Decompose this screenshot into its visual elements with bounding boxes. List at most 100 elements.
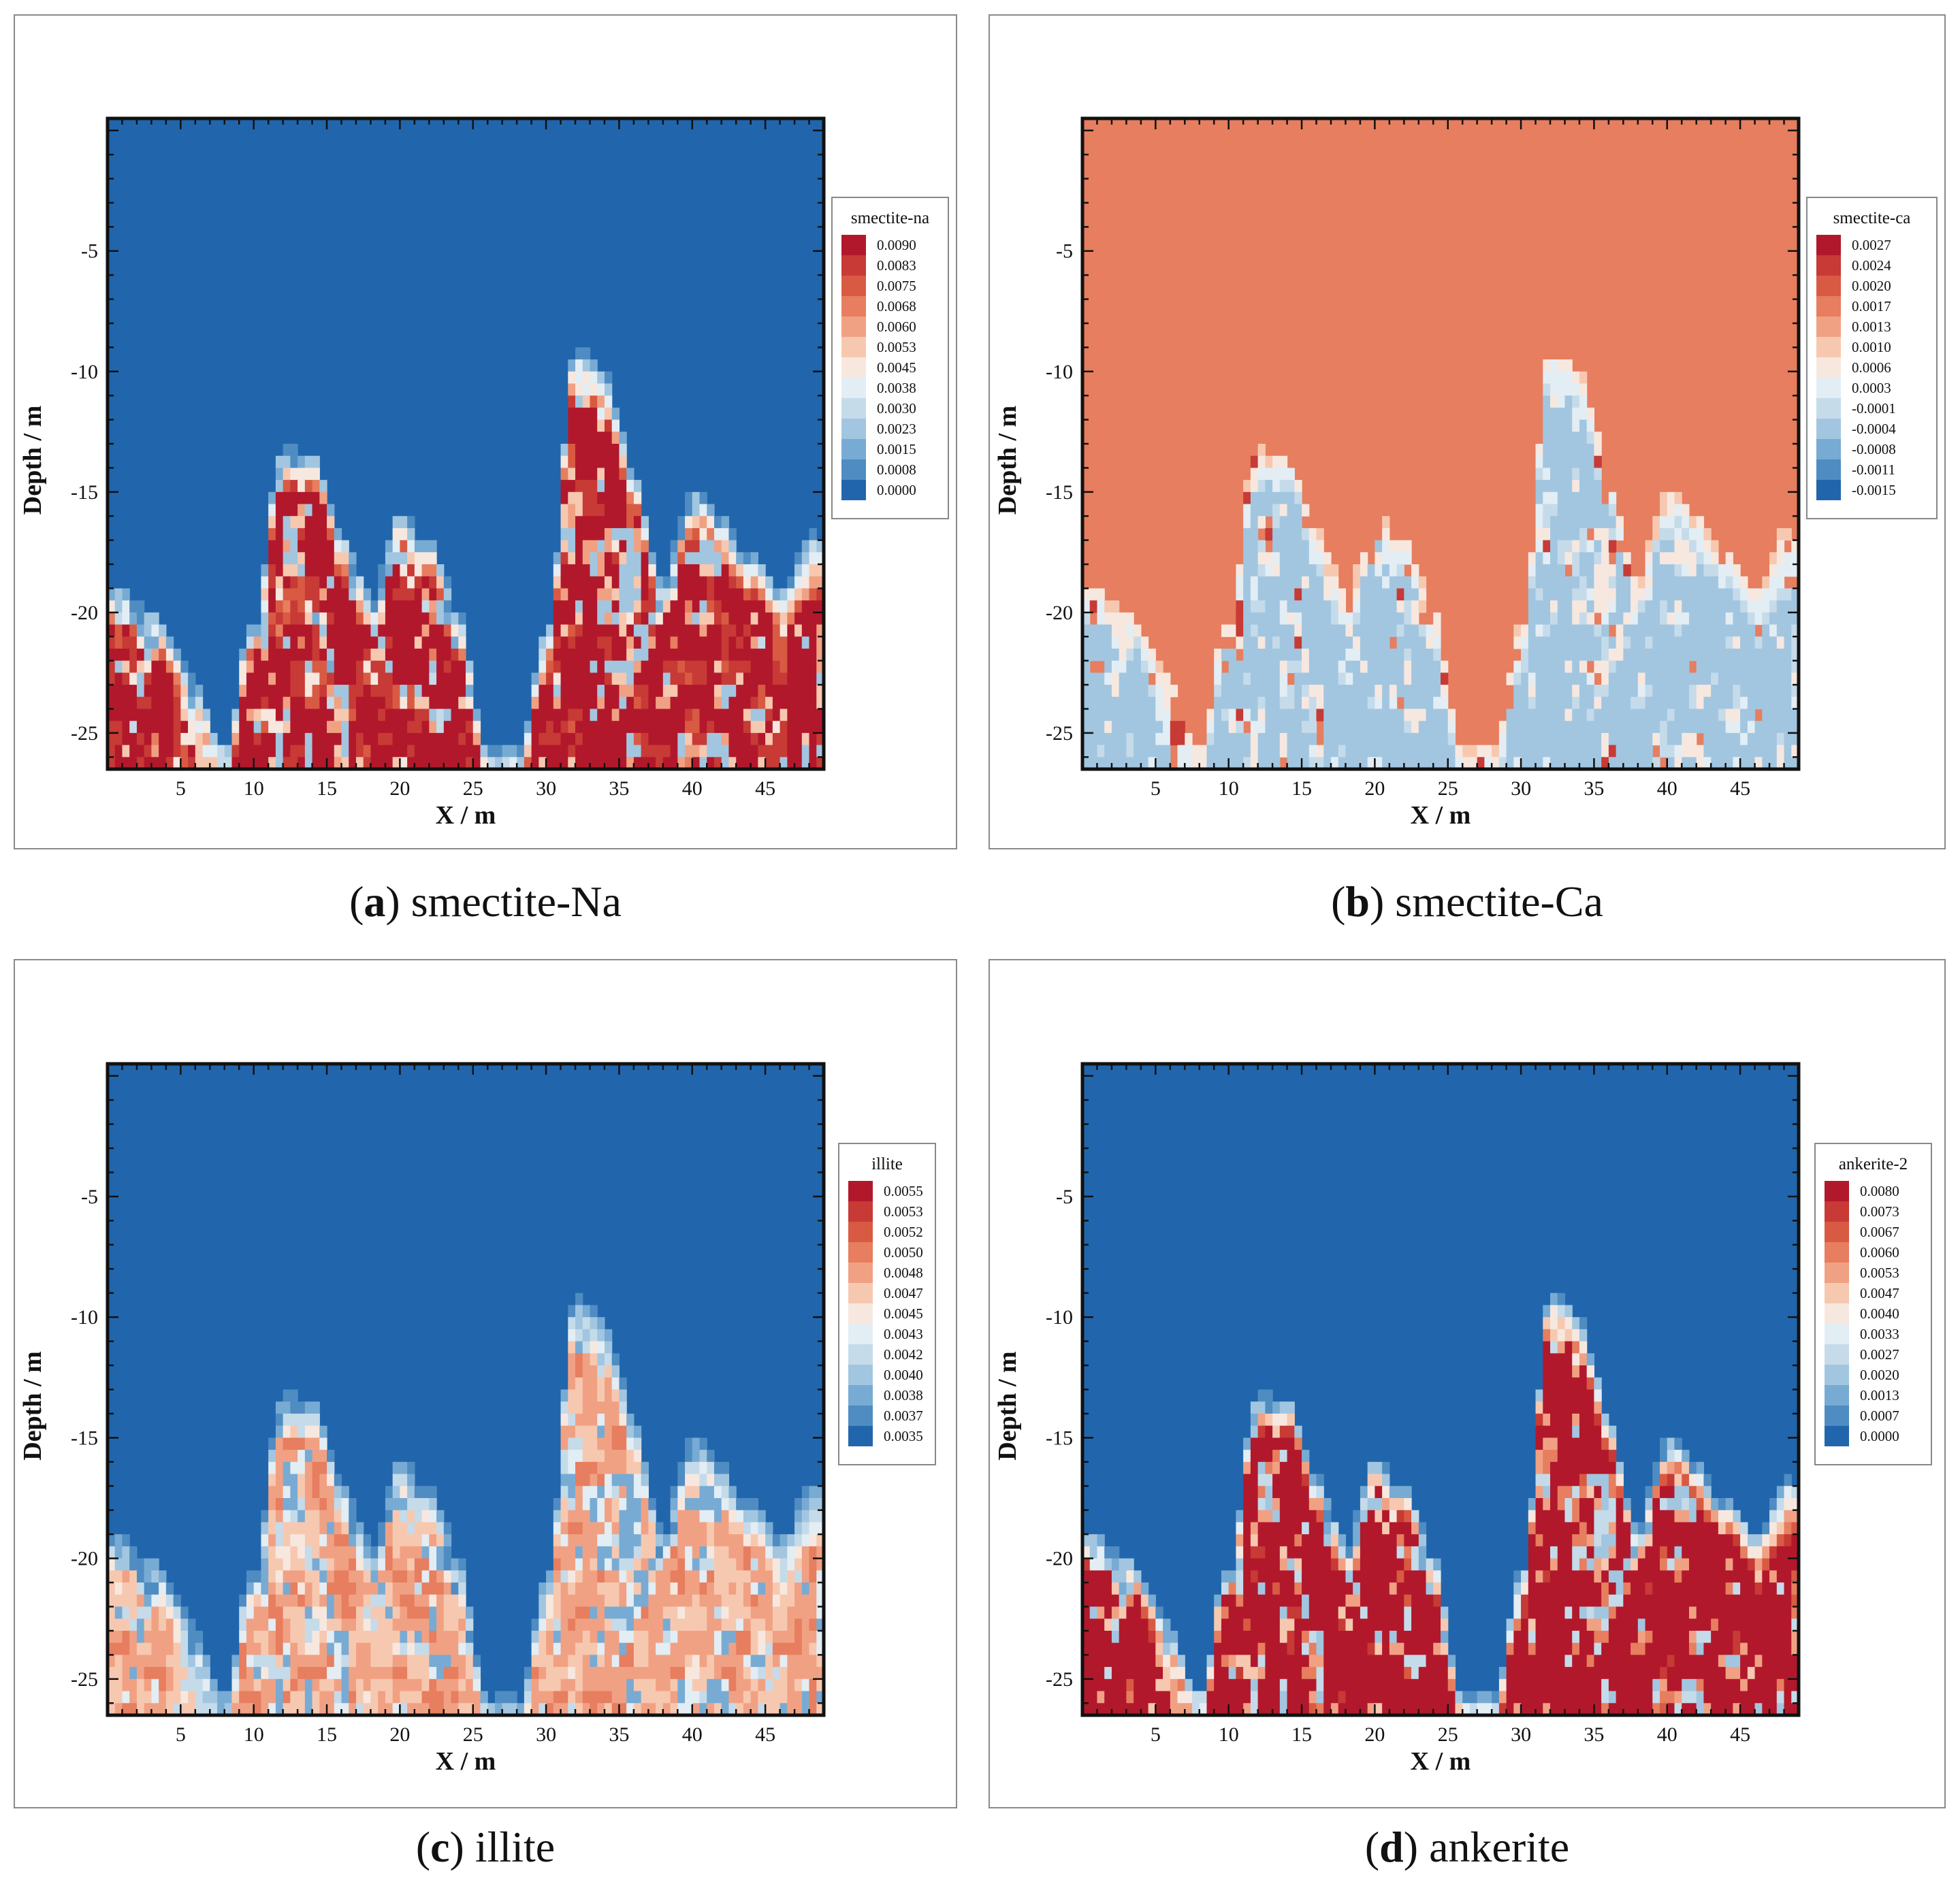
heatmap-cell: [604, 672, 613, 685]
heatmap-cell: [816, 1655, 824, 1668]
heatmap-cell: [692, 685, 701, 698]
heatmap-cell: [670, 1655, 678, 1668]
heatmap-cell: [736, 1546, 744, 1559]
heatmap-cell: [699, 491, 707, 505]
heatmap-cell: [641, 1655, 649, 1668]
heatmap-cell: [1557, 660, 1566, 673]
heatmap-cell: [633, 1474, 642, 1486]
y-axis-label: Depth / m: [993, 406, 1022, 515]
heatmap-cell: [363, 1606, 372, 1619]
heatmap-cell: [1579, 660, 1588, 673]
heatmap-cell: [568, 432, 576, 444]
heatmap-cell: [319, 588, 327, 601]
heatmap-cell: [334, 1498, 342, 1511]
heatmap-cell: [355, 1534, 364, 1547]
heatmap-cell: [1616, 745, 1624, 758]
heatmap-cell: [1740, 757, 1748, 770]
heatmap-cell: [1557, 696, 1566, 710]
heatmap-cell: [385, 672, 393, 685]
heatmap-cell: [312, 1642, 320, 1655]
heatmap-cell: [1564, 588, 1573, 601]
heatmap-cell: [728, 757, 737, 770]
heatmap-cell: [1711, 721, 1719, 734]
heatmap-cell: [1528, 648, 1537, 662]
heatmap-cell: [319, 1642, 327, 1655]
heatmap-cell: [1645, 564, 1653, 577]
heatmap-cell: [165, 1606, 174, 1619]
heatmap-cell: [1185, 745, 1193, 758]
heatmap-cell: [202, 1667, 210, 1680]
heatmap-cell: [334, 600, 342, 613]
heatmap-cell: [641, 1534, 649, 1547]
heatmap-cell: [298, 1534, 306, 1547]
heatmap-cell: [378, 757, 386, 770]
heatmap-cell: [378, 745, 386, 758]
heatmap-cell: [327, 1619, 335, 1631]
heatmap-cell: [1375, 588, 1383, 601]
heatmap-cell: [1426, 721, 1434, 734]
heatmap-cell: [246, 745, 255, 758]
heatmap-cell: [268, 564, 276, 577]
heatmap-cell: [1265, 600, 1273, 613]
heatmap-cell: [1623, 672, 1631, 685]
heatmap-cell: [1601, 527, 1609, 541]
heatmap-cell: [619, 588, 627, 601]
heatmap-cell: [370, 624, 379, 637]
heatmap-cell: [334, 1642, 342, 1655]
heatmap-cell: [355, 1546, 364, 1559]
heatmap-cell: [159, 732, 167, 746]
heatmap-cell: [458, 1606, 466, 1619]
heatmap-cell: [378, 576, 386, 589]
heatmap-cell: [1616, 564, 1624, 577]
heatmap-cell: [327, 709, 335, 721]
heatmap-cell: [429, 1606, 437, 1619]
heatmap-cell: [1082, 612, 1091, 625]
heatmap-cell: [298, 732, 306, 746]
heatmap-cell: [685, 504, 693, 517]
heatmap-cell: [1243, 527, 1251, 541]
heatmap-cell: [414, 624, 423, 637]
heatmap-cell: [1674, 576, 1682, 589]
heatmap-cell: [590, 432, 598, 444]
heatmap-cell: [604, 1498, 613, 1511]
heatmap-cell: [1236, 672, 1244, 685]
heatmap-cell: [1294, 636, 1302, 649]
heatmap-cell: [656, 1570, 664, 1583]
heatmap-cell: [385, 1582, 393, 1595]
heatmap-cell: [108, 1667, 116, 1680]
heatmap-cell: [765, 685, 773, 698]
heatmap-cell: [1711, 564, 1719, 577]
heatmap-cell: [443, 588, 452, 601]
heatmap-cell: [1323, 612, 1332, 625]
heatmap-cell: [568, 455, 576, 468]
heatmap-cell: [261, 672, 269, 685]
heatmap-cell: [1206, 757, 1215, 770]
heatmap-cell: [575, 636, 583, 649]
heatmap-cell: [378, 564, 386, 577]
heatmap-cell: [656, 1606, 664, 1619]
heatmap-cell: [1119, 612, 1127, 625]
heatmap-cell: [1630, 757, 1639, 770]
heatmap-cell: [327, 1630, 335, 1644]
heatmap-cell: [1287, 516, 1295, 529]
heatmap-cell: [1557, 540, 1566, 553]
heatmap-cell: [261, 1522, 269, 1535]
heatmap-cell: [619, 432, 627, 444]
heatmap-cell: [568, 1365, 576, 1378]
heatmap-cell: [108, 672, 116, 685]
heatmap-cell: [662, 1570, 671, 1583]
heatmap-cell: [692, 1570, 701, 1583]
heatmap-cell: [721, 1546, 730, 1559]
heatmap-cell: [582, 1329, 591, 1342]
heatmap-cell: [1630, 709, 1639, 721]
heatmap-cell: [341, 696, 349, 710]
heatmap-cell: [590, 504, 598, 517]
heatmap-cell: [1682, 685, 1690, 698]
heatmap-cell: [1688, 540, 1697, 553]
heatmap-cell: [108, 696, 116, 710]
heatmap-cell: [713, 1474, 722, 1486]
heatmap-cell: [648, 576, 656, 589]
heatmap-cell: [1528, 624, 1537, 637]
heatmap-cell: [1521, 624, 1529, 637]
heatmap-cell: [173, 696, 181, 710]
